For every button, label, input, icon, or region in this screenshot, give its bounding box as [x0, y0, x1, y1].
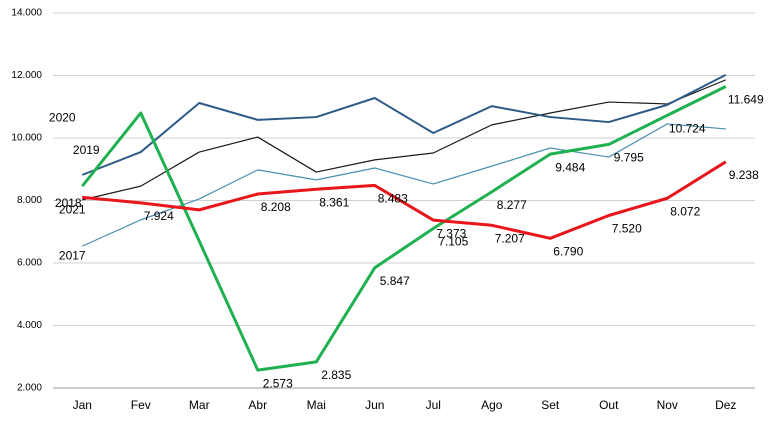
data-label: 8.072 [670, 204, 700, 218]
data-label: 7.105 [438, 235, 468, 249]
data-label: 9.238 [729, 168, 759, 182]
y-tick-label: 4.000 [17, 320, 42, 331]
data-label: 2.835 [321, 368, 351, 382]
series-name-label: 2021 [59, 203, 86, 217]
y-tick-label: 14.000 [11, 8, 42, 19]
data-label: 7.207 [495, 231, 525, 245]
data-label: 10.724 [669, 122, 706, 136]
data-label: 7.373 [436, 226, 466, 240]
series-name-label: 2017 [59, 248, 86, 262]
x-tick-label: Fev [131, 398, 151, 412]
series-line [82, 79, 726, 201]
y-tick-label: 10.000 [11, 133, 42, 144]
x-tick-label: Ago [481, 398, 503, 412]
y-tick-label: 2.000 [17, 383, 42, 394]
data-label: 9.795 [614, 151, 644, 165]
data-label: 6.790 [553, 244, 583, 258]
series-line [81, 85, 727, 372]
data-label: 8.361 [319, 195, 349, 209]
data-label: 9.484 [555, 160, 585, 174]
data-label: 7.520 [612, 222, 642, 236]
x-tick-label: Mar [189, 398, 210, 412]
data-label: 8.208 [261, 200, 291, 214]
y-tick-label: 6.000 [17, 258, 42, 269]
series-line [82, 123, 726, 247]
x-tick-label: Jan [73, 398, 92, 412]
x-tick-label: Dez [715, 398, 736, 412]
x-tick-label: Abr [248, 398, 267, 412]
data-label: 8.277 [497, 198, 527, 212]
series-name-label: 2019 [73, 143, 100, 157]
x-tick-label: Jul [426, 398, 441, 412]
x-tick-label: Out [599, 398, 619, 412]
x-tick-label: Set [541, 398, 560, 412]
x-tick-label: Nov [657, 398, 678, 412]
series-name-label: 2018 [55, 196, 82, 210]
data-label: 5.847 [380, 274, 410, 288]
x-tick-label: Mai [307, 398, 326, 412]
y-tick-label: 8.000 [17, 195, 42, 206]
data-label: 2.573 [263, 376, 293, 390]
data-label: 7.924 [144, 209, 174, 223]
series-name-label: 2020 [49, 110, 76, 124]
data-label: 11.649 [728, 93, 764, 107]
y-tick-label: 12.000 [11, 70, 42, 81]
data-label: 8.483 [378, 192, 408, 206]
series-line [82, 160, 727, 240]
series-line [81, 73, 727, 176]
x-tick-label: Jun [365, 398, 384, 412]
